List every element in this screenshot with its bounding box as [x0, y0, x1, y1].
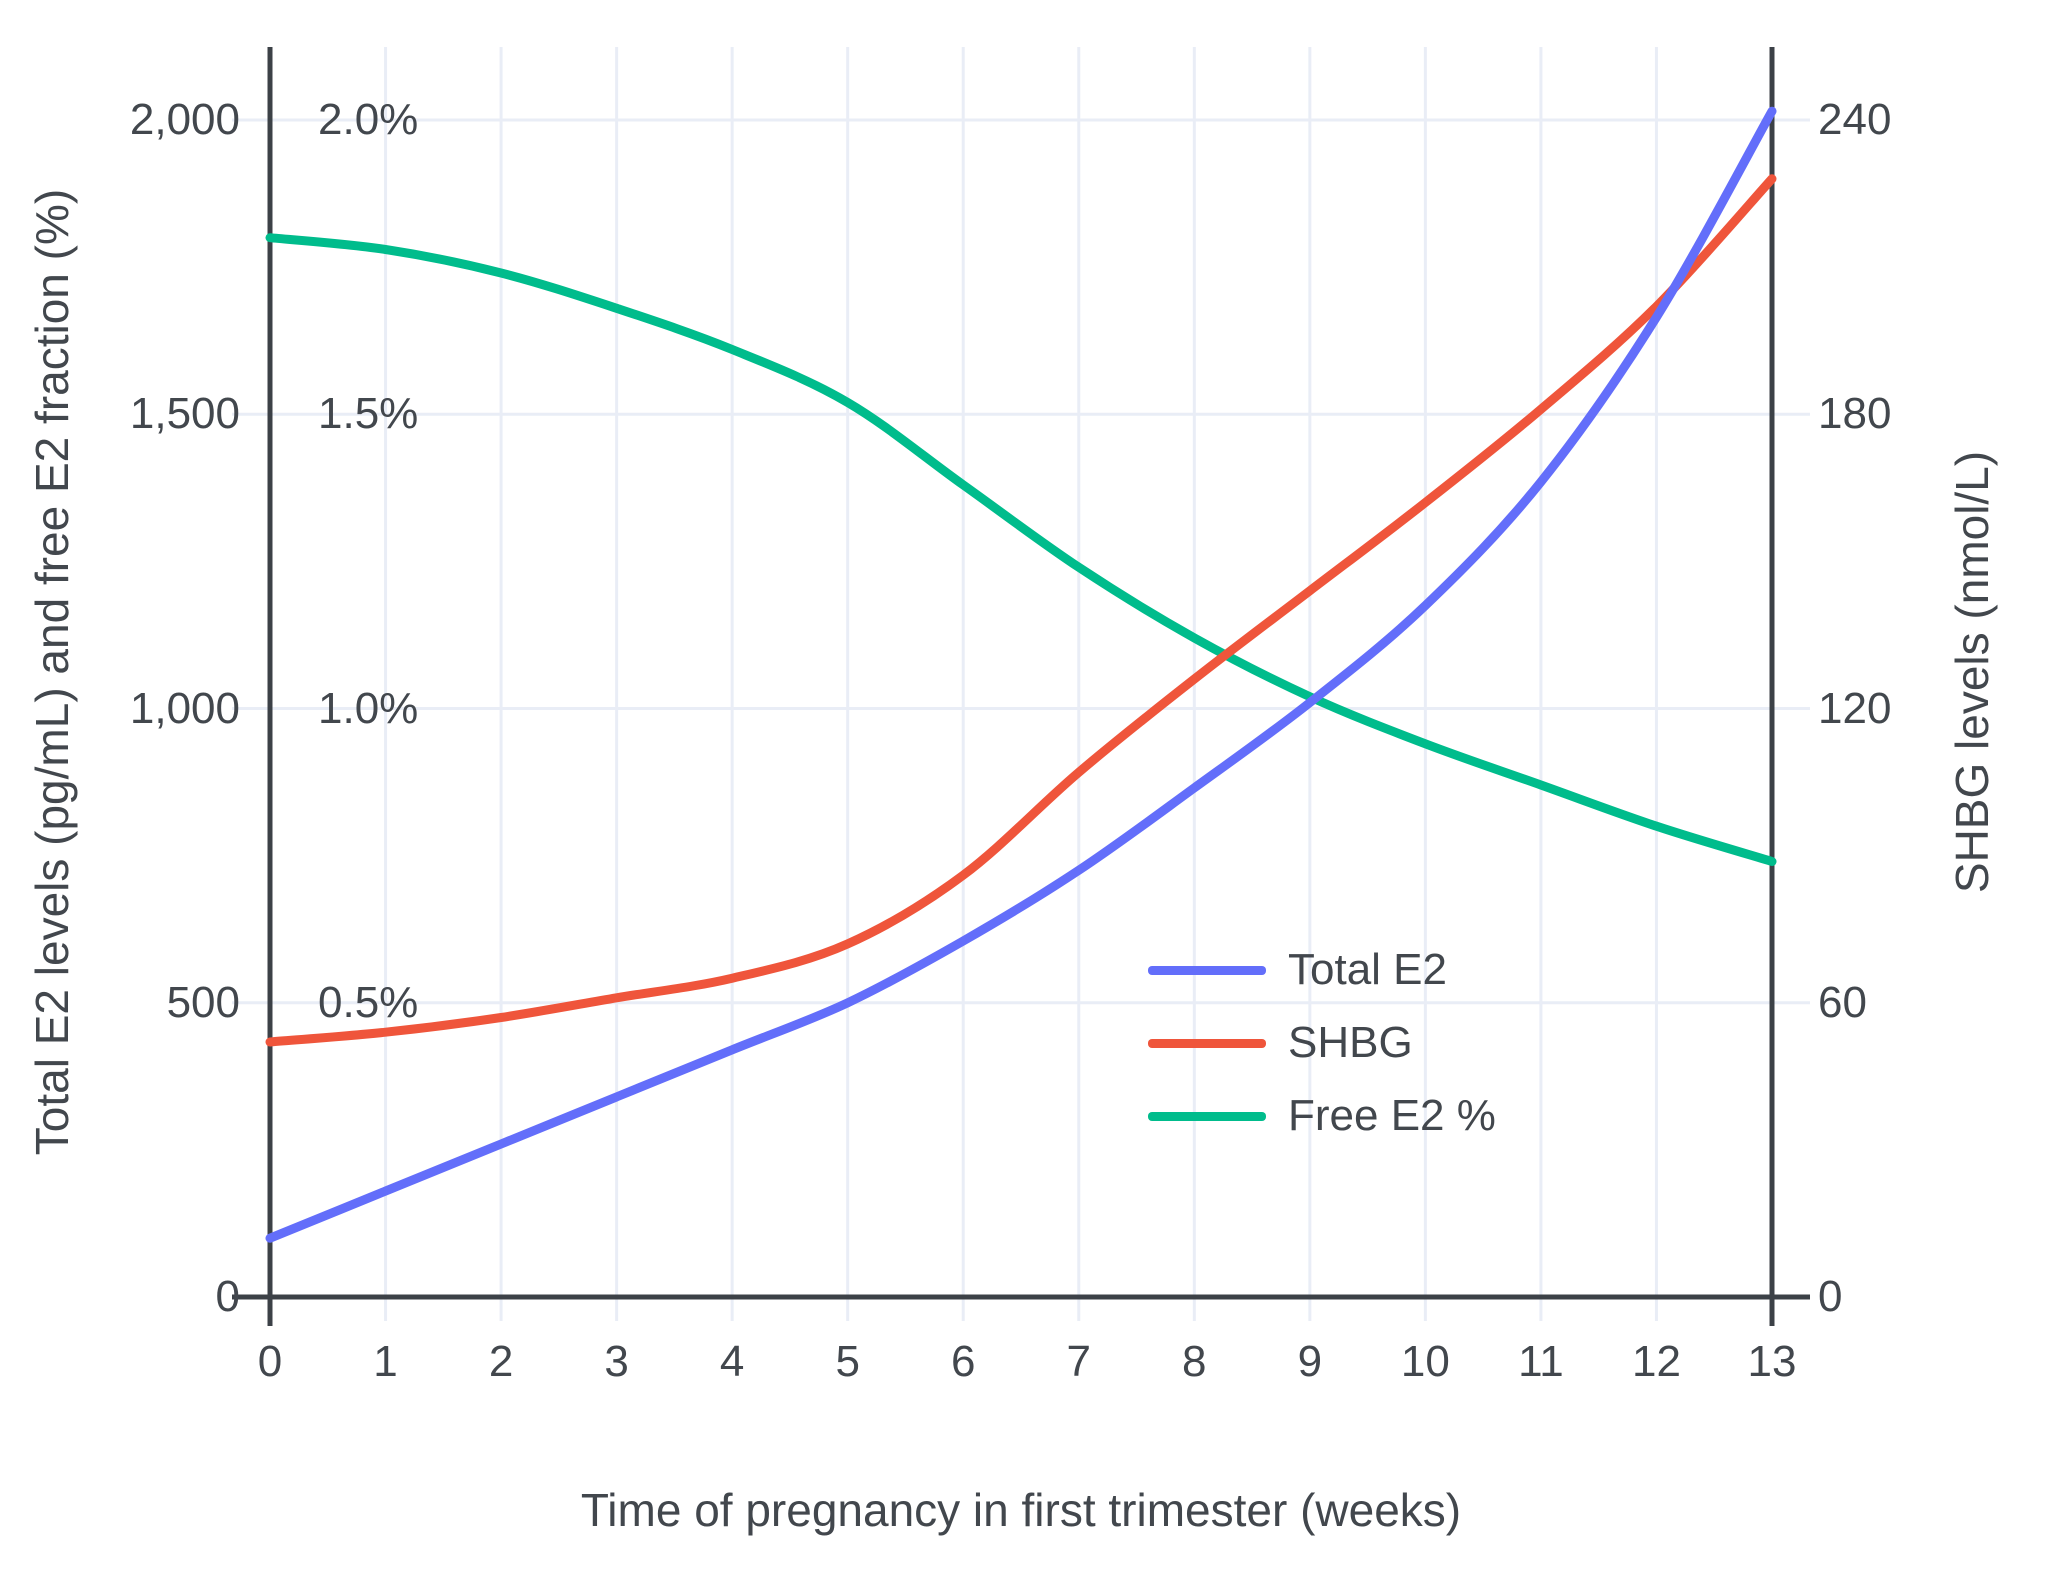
y-left-tick-label: 500	[166, 977, 240, 1027]
y-percent-tick-label: 1.0%	[318, 683, 419, 733]
x-tick-label: 5	[835, 1337, 860, 1386]
legend-swatch	[1148, 1038, 1266, 1048]
y-axis-right-title: SHBG levels (nmol/L)	[1946, 450, 1998, 894]
x-tick-label: 9	[1297, 1337, 1323, 1386]
x-tick-label: 12	[1631, 1337, 1681, 1386]
x-tick-label: 2	[488, 1337, 514, 1386]
x-tick-label: 6	[950, 1337, 976, 1386]
legend-label: SHBG	[1288, 1018, 1413, 1067]
legend-item-shbg[interactable]: SHBG	[1148, 1021, 1496, 1065]
legend: Total E2 SHBG Free E2 %	[1148, 948, 1496, 1138]
y-right-tick-label: 0	[1818, 1272, 1843, 1321]
x-tick-label: 13	[1747, 1337, 1797, 1386]
y-left-tick-label: 2,000	[129, 95, 240, 144]
x-tick-label: 11	[1518, 1337, 1564, 1386]
y-right-tick-label: 120	[1818, 683, 1892, 733]
x-tick-label: 3	[604, 1337, 629, 1386]
x-tick-label: 1	[373, 1337, 398, 1386]
legend-label: Free E2 %	[1288, 1091, 1496, 1140]
legend-swatch	[1148, 965, 1266, 975]
y-right-tick-label: 180	[1818, 389, 1892, 439]
legend-item-free-e2-[interactable]: Free E2 %	[1148, 1094, 1496, 1138]
legend-item-total-e2[interactable]: Total E2	[1148, 948, 1496, 992]
y-left-tick-label: 1,500	[129, 389, 240, 439]
x-tick-label: 0	[257, 1337, 283, 1386]
y-right-tick-label: 240	[1818, 95, 1892, 144]
y-right-tick-label: 60	[1818, 977, 1867, 1027]
x-tick-label: 10	[1400, 1337, 1450, 1386]
x-tick-label: 7	[1066, 1337, 1091, 1386]
legend-label: Total E2	[1288, 945, 1447, 994]
y-left-tick-label: 1,000	[129, 683, 240, 733]
free-e2--line	[265, 233, 1777, 866]
x-tick-label: 4	[719, 1337, 745, 1386]
y-percent-tick-label: 0.5%	[318, 977, 419, 1027]
x-tick-label: 8	[1182, 1337, 1207, 1386]
total-e2-line	[265, 106, 1777, 1243]
legend-swatch	[1148, 1111, 1266, 1121]
y-percent-tick-label: 2.0%	[318, 95, 419, 144]
y-percent-tick-label: 1.5%	[318, 389, 419, 439]
shbg-line	[265, 174, 1777, 1047]
y-axis-left-title: Total E2 levels (pg/mL) and free E2 frac…	[26, 188, 78, 1156]
x-axis-title: Time of pregnancy in first trimester (we…	[580, 1484, 1462, 1536]
y-left-tick-label: 0	[215, 1272, 240, 1321]
